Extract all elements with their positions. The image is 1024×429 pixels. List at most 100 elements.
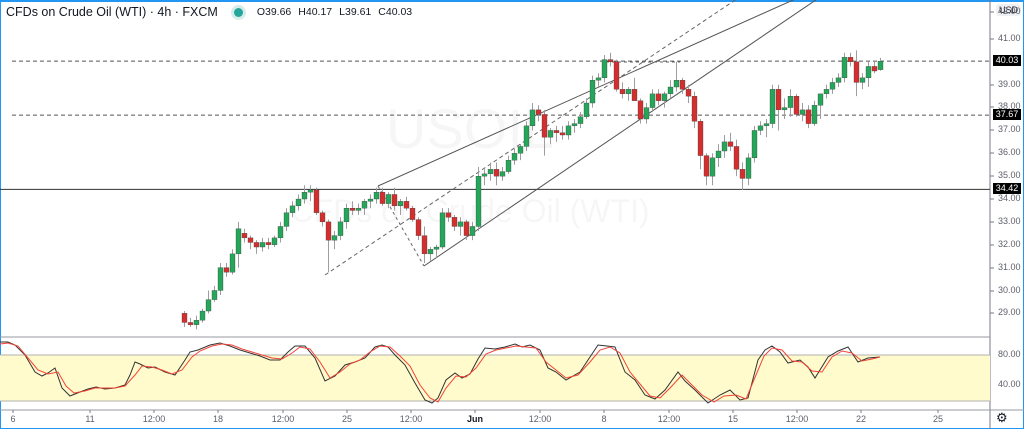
- candle-down: [247, 237, 254, 243]
- candle-down: [265, 242, 272, 245]
- candle-up: [361, 201, 368, 209]
- candle-up: [373, 192, 380, 200]
- candle-up: [511, 153, 518, 161]
- time-tick-label: 12:00: [785, 414, 809, 424]
- channel-middle-line: [324, 0, 737, 276]
- candle-down: [775, 89, 782, 111]
- candle-up: [397, 201, 404, 207]
- candle-up: [217, 267, 224, 291]
- candle-down: [535, 109, 542, 115]
- candle-up: [601, 59, 608, 79]
- candle-up: [595, 77, 602, 81]
- candle-up: [571, 123, 578, 127]
- price-tag-label[interactable]: 40.03: [993, 55, 1021, 67]
- candle-up: [625, 89, 632, 95]
- candle-up: [457, 221, 464, 227]
- candle-up: [271, 237, 278, 245]
- time-tick-label: 12:00: [271, 414, 295, 424]
- candle-down: [409, 208, 416, 220]
- candle-down: [637, 100, 644, 120]
- candle-up: [829, 82, 836, 90]
- candle-down: [553, 130, 560, 133]
- candle-up: [211, 290, 218, 300]
- candle-up: [355, 208, 362, 211]
- open-value: O39.66: [256, 6, 292, 18]
- price-tick-label: 36.00: [998, 147, 1021, 157]
- time-tick-label: 18: [212, 414, 224, 424]
- candle-down: [847, 57, 854, 63]
- candle-up: [499, 171, 506, 177]
- close-value: C40.03: [378, 6, 413, 18]
- candle-down: [703, 155, 710, 177]
- candle-up: [667, 86, 674, 95]
- time-tick-label: 6: [10, 414, 16, 424]
- price-tag-label[interactable]: 34.42: [993, 183, 1021, 195]
- price-tick-label: 30.00: [998, 285, 1021, 295]
- candle-up: [649, 93, 656, 108]
- candle-up: [307, 189, 314, 193]
- candle-down: [727, 141, 734, 147]
- price-tag-label[interactable]: 37.67: [993, 109, 1021, 121]
- candle-up: [589, 79, 596, 104]
- candle-down: [421, 235, 428, 255]
- time-tick-label: 12:00: [657, 414, 681, 424]
- candle-down: [223, 267, 230, 273]
- candle-up: [505, 160, 512, 172]
- currency-button[interactable]: USD: [996, 4, 1022, 16]
- candle-up: [283, 212, 290, 227]
- price-tick-label: 42.00: [998, 6, 1021, 16]
- candle-up: [811, 105, 818, 124]
- price-tick-label: 32.00: [998, 239, 1021, 249]
- candle-down: [403, 201, 410, 209]
- candle-up: [331, 235, 338, 241]
- time-tick-label: 25: [932, 414, 944, 424]
- candle-up: [763, 123, 770, 127]
- candle-up: [769, 89, 776, 124]
- stoch-tick-label: 40.00: [998, 379, 1021, 389]
- settings-gear-icon[interactable]: ⚙: [996, 410, 1008, 425]
- candle-down: [559, 132, 566, 136]
- candle-up: [469, 226, 476, 236]
- candle-up: [547, 130, 554, 138]
- candle-up: [235, 228, 242, 255]
- candle-up: [715, 150, 722, 159]
- candle-down: [739, 169, 746, 179]
- candle-down: [313, 189, 320, 213]
- price-tick-label: 41.00: [998, 33, 1021, 43]
- symbol-title[interactable]: CFDs on Crude Oil (WTI) · 4h · FXCM: [6, 5, 218, 19]
- candle-down: [679, 79, 686, 90]
- candle-down: [685, 89, 692, 97]
- candle-up: [523, 125, 530, 147]
- candle-down: [541, 114, 548, 138]
- time-tick-label: 25: [341, 414, 353, 424]
- candle-down: [697, 121, 704, 156]
- stoch-tick-label: 80.00: [998, 349, 1021, 359]
- candle-up: [427, 249, 434, 255]
- candle-up: [481, 173, 488, 177]
- price-tick-label: 29.00: [998, 307, 1021, 317]
- candle-down: [493, 169, 500, 177]
- candle-down: [379, 192, 386, 204]
- candle-up: [301, 192, 308, 200]
- time-tick-label: 15: [727, 414, 739, 424]
- candle-up: [343, 208, 350, 223]
- candle-down: [793, 96, 800, 115]
- time-tick-label: 12:00: [142, 414, 166, 424]
- candle-down: [613, 61, 620, 90]
- candle-up: [289, 205, 296, 213]
- candle-down: [733, 146, 740, 170]
- candle-down: [853, 61, 860, 83]
- chart-header: CFDs on Crude Oil (WTI) · 4h · FXCM O39.…: [6, 4, 419, 20]
- time-tick-label: 22: [855, 414, 867, 424]
- candle-down: [391, 194, 398, 207]
- candle-down: [181, 313, 188, 323]
- candle-up: [877, 61, 884, 70]
- candle-up: [229, 253, 236, 273]
- candle-up: [475, 176, 482, 227]
- candle-down: [871, 66, 878, 72]
- candle-up: [205, 299, 212, 312]
- candle-up: [433, 246, 440, 250]
- candle-up: [859, 77, 866, 83]
- candle-up: [865, 66, 872, 79]
